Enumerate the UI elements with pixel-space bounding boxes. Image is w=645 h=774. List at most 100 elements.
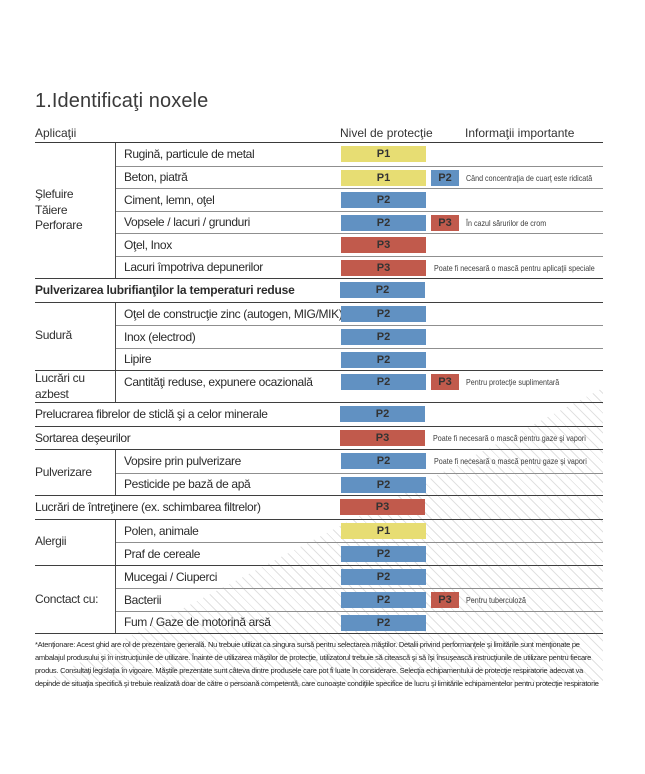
table-section: Pulverizarea lubrifianţilor la temperatu…	[35, 279, 603, 303]
row-label: Lacuri împotriva depunerilor	[124, 260, 263, 275]
table-row: Sortarea deşeurilor P3 Poate fi necesară o…	[35, 427, 603, 450]
extra-protection-level-badge: P3	[431, 592, 459, 609]
protection-level-badge: P3	[340, 499, 425, 516]
section-rows: Cantităţi reduse, expunere ocazională P2 P…	[115, 371, 603, 403]
table-section: Sudură Oţel de construcţie zinc (autogen,…	[35, 302, 603, 371]
table-row: Vopsire prin pulverizare P2 Poate fi neces…	[116, 450, 603, 473]
table-section: Prelucrarea fibrelor de sticlă şi a celo…	[35, 403, 603, 427]
protection-level-badge: P2	[341, 329, 426, 345]
row-label: Polen, animale	[124, 523, 199, 538]
table-section: Alergii Polen, animale P1 Praf de cereale P2	[35, 519, 603, 566]
protection-level-badge: P2	[341, 192, 426, 208]
column-header-protection-level: Nivel de protecţie	[340, 126, 433, 140]
row-info-note: Poate fi necesară o mască pentru gaze şi…	[434, 456, 587, 467]
section-rows: Polen, animale P1 Praf de cereale P2	[115, 519, 603, 565]
row-label: Pesticide pe bază de apă	[124, 477, 251, 492]
page-title: 1.Identificaţi noxele	[35, 90, 209, 112]
group-label: Sudură	[35, 328, 72, 343]
protection-level-badge: P2	[341, 614, 426, 631]
row-label: Vopsire prin pulverizare	[124, 454, 241, 469]
protection-level-badge: P2	[340, 282, 425, 298]
protection-level-badge: P2	[341, 453, 426, 470]
section-rows: Mucegai / Ciuperci P2 Bacterii P2 P3 Pentru t…	[115, 565, 603, 634]
row-info-note: În cazul sărurilor de crom	[466, 217, 547, 228]
row-label: Ciment, lemn, oţel	[124, 192, 215, 207]
group-label: Lucrări cu azbest	[35, 371, 85, 401]
group-label: Alergii	[35, 534, 67, 549]
row-info-note: Poate fi necesară o mască pentru gaze şi…	[433, 432, 586, 443]
extra-protection-level-badge: P3	[431, 214, 459, 231]
table-row: Lucrări de întreţinere (ex. schimbarea f…	[35, 496, 603, 519]
table-row: Fum / Gaze de motorină arsă P2	[116, 610, 603, 634]
table-row: Oţel de construcţie zinc (autogen, MIG/M…	[116, 303, 603, 326]
section-rows: Prelucrarea fibrelor de sticlă şi a celo…	[35, 403, 603, 426]
table-section: Şlefuire Tăiere Perforare Rugină, particu…	[35, 143, 603, 279]
table-section: Sortarea deşeurilor P3 Poate fi necesară o…	[35, 427, 603, 451]
protection-level-badge: P1	[341, 169, 426, 186]
section-rows: Sortarea deşeurilor P3 Poate fi necesară o…	[35, 427, 603, 450]
footnote-text: *Atenţionare: Acest ghid are rol de prez…	[35, 640, 599, 689]
table-row: Pulverizarea lubrifianţilor la temperatu…	[35, 279, 603, 302]
row-label: Fum / Gaze de motorină arsă	[124, 615, 271, 630]
table-row: Bacterii P2 P3 Pentru tuberculoză	[116, 588, 603, 611]
table-row: Lacuri împotriva depunerilor P3 Poate fi n…	[116, 255, 603, 279]
table-row: Inox (electrod) P2	[116, 325, 603, 348]
table-section: Lucrări de întreţinere (ex. schimbarea f…	[35, 496, 603, 520]
section-rows: Oţel de construcţie zinc (autogen, MIG/M…	[115, 302, 603, 371]
protection-level-badge: P2	[341, 592, 426, 609]
table-row: Prelucrarea fibrelor de sticlă şi a celo…	[35, 403, 603, 426]
extra-protection-level-badge: P3	[431, 374, 459, 390]
section-rows: Rugină, particule de metal P1 Beton, piatr…	[115, 143, 603, 278]
protection-level-badge: P2	[341, 568, 426, 585]
row-info-note: Poate fi necesară o mască pentru aplicaţ…	[434, 262, 595, 273]
row-label: Rugină, particule de metal	[124, 147, 255, 162]
protection-level-badge: P3	[340, 429, 425, 446]
table-row: Ciment, lemn, oţel P2	[116, 188, 603, 211]
protection-level-badge: P2	[341, 305, 426, 322]
column-header-applications: Aplicaţii	[35, 126, 77, 140]
table-header-row: Aplicaţii Nivel de protecţie Informaţii …	[35, 126, 603, 143]
row-label: Beton, piatră	[124, 170, 188, 185]
protection-level-badge: P2	[341, 546, 426, 563]
row-label: Bacterii	[124, 592, 162, 607]
protection-level-badge: P1	[341, 146, 426, 162]
hazard-table: Şlefuire Tăiere Perforare Rugină, particu…	[35, 143, 603, 635]
table-section: Conctact cu: Mucegai / Ciuperci P2 Bacterii…	[35, 565, 603, 635]
table-section: Pulverizare Vopsire prin pulverizare P2 Poa…	[35, 450, 603, 497]
protection-level-badge: P2	[341, 214, 426, 231]
row-info-note: Pentru protecţie suplimentară	[466, 377, 560, 387]
row-label: Oţel, Inox	[124, 237, 172, 252]
row-label: Cantităţi reduse, expunere ocazională	[124, 375, 313, 390]
table-row: Praf de cereale P2	[116, 542, 603, 565]
table-row: Beton, piatră P1 P2 Când concentraţia de cu…	[116, 165, 603, 189]
protection-level-badge: P2	[340, 406, 425, 423]
group-label: Pulverizare	[35, 464, 92, 479]
row-label: Prelucrarea fibrelor de sticlă şi a celo…	[35, 407, 268, 422]
table-row: Rugină, particule de metal P1	[116, 143, 603, 166]
group-label: Conctact cu:	[35, 591, 99, 606]
table-row: Cantităţi reduse, expunere ocazională P2 P…	[116, 371, 603, 394]
row-label: Vopsele / lacuri / grunduri	[124, 215, 250, 230]
table-row: Oţel, Inox P3	[116, 233, 603, 256]
table-row: Pesticide pe bază de apă P2	[116, 472, 603, 496]
protection-level-badge: P2	[341, 351, 426, 368]
guide-page: 1.Identificaţi noxele Aplicaţii Nivel de…	[35, 90, 603, 690]
row-info-note: Când concentraţia de cuarţ este ridicată	[466, 172, 593, 183]
table-row: Vopsele / lacuri / grunduri P2 P3 În cazul …	[116, 210, 603, 234]
protection-level-badge: P2	[341, 374, 426, 390]
group-label: Şlefuire Tăiere Perforare	[35, 187, 83, 233]
section-rows: Pulverizarea lubrifianţilor la temperatu…	[35, 279, 603, 302]
protection-level-badge: P3	[341, 259, 426, 276]
column-header-important-info: Informaţii importante	[465, 126, 575, 140]
row-label: Lucrări de întreţinere (ex. schimbarea f…	[35, 500, 261, 515]
table-row: Lipire P2	[116, 347, 603, 371]
table-row: Mucegai / Ciuperci P2	[116, 566, 603, 589]
section-rows: Vopsire prin pulverizare P2 Poate fi neces…	[115, 450, 603, 496]
row-label: Lipire	[124, 352, 152, 367]
row-info-note: Pentru tuberculoză	[466, 595, 526, 606]
section-rows: Lucrări de întreţinere (ex. schimbarea f…	[35, 496, 603, 519]
protection-level-badge: P1	[341, 522, 426, 539]
row-label: Praf de cereale	[124, 546, 201, 561]
row-label: Pulverizarea lubrifianţilor la temperatu…	[35, 283, 295, 298]
protection-level-badge: P3	[341, 237, 426, 253]
